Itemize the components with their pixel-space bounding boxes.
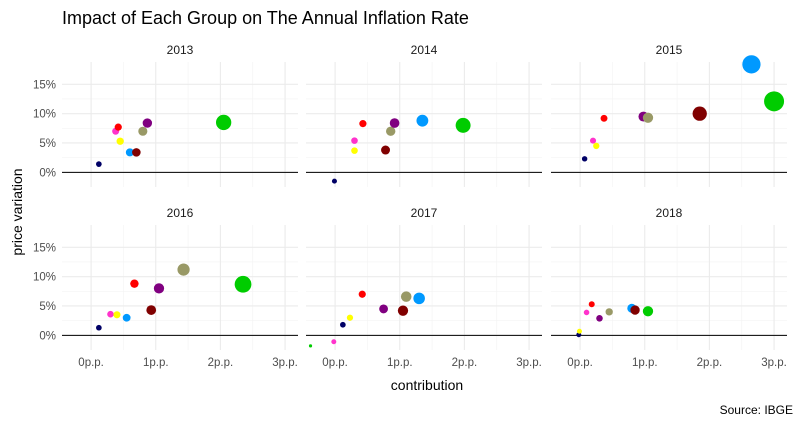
y-tick-label: 5% bbox=[39, 301, 56, 313]
data-point bbox=[386, 126, 396, 136]
data-point bbox=[389, 118, 400, 128]
data-point bbox=[581, 156, 588, 162]
y-tick-label: 10% bbox=[33, 109, 56, 121]
data-point bbox=[397, 305, 409, 316]
data-point bbox=[588, 301, 595, 308]
x-tick-label: 0p.p. bbox=[322, 357, 348, 369]
facet-panel-2018: 2018 0p.p. 1p.p. 2p.p. 3p.p. bbox=[551, 206, 787, 369]
data-point bbox=[600, 114, 608, 122]
data-point bbox=[351, 137, 358, 144]
y-tick-label: 10% bbox=[33, 272, 56, 284]
data-point bbox=[359, 120, 367, 128]
x-tick-label: 2p.p. bbox=[452, 357, 478, 369]
data-point bbox=[381, 145, 391, 155]
x-tick-label: 3p.p. bbox=[516, 357, 542, 369]
data-point bbox=[96, 161, 102, 167]
data-point bbox=[340, 321, 346, 328]
data-point bbox=[130, 279, 139, 288]
data-point bbox=[146, 305, 157, 315]
y-tick-label: 5% bbox=[39, 138, 56, 150]
y-axis-title: price variation bbox=[9, 168, 25, 255]
facet-panel-2015: 2015 bbox=[551, 43, 787, 187]
facet-panel-2016: 2016 0% 5% 10% 15% 0p.p. 1p.p. 2p.p. 3p.p. bbox=[33, 206, 298, 369]
x-tick-label: 1p.p. bbox=[387, 357, 413, 369]
facet-panel-2017: 2017 0p.p. 1p.p. 2p.p. 3p.p. bbox=[306, 206, 542, 369]
data-point bbox=[642, 306, 654, 317]
data-point bbox=[593, 142, 600, 150]
facet-label: 2013 bbox=[167, 43, 194, 57]
data-point bbox=[630, 305, 640, 315]
facet-panels: 2013 0% 5% 10% 15% 2014 2015 2016 0% 5% 10% 15% 0p.p… bbox=[33, 43, 787, 369]
y-tick-label: 0% bbox=[39, 330, 56, 342]
facet-panel-2013: 2013 0% 5% 10% 15% bbox=[33, 43, 298, 187]
data-point bbox=[116, 137, 124, 145]
data-point bbox=[455, 117, 471, 133]
x-tick-label: 3p.p. bbox=[272, 357, 298, 369]
data-point bbox=[596, 315, 603, 322]
facet-label: 2017 bbox=[411, 206, 438, 220]
data-point bbox=[308, 344, 313, 348]
data-point bbox=[113, 311, 121, 319]
x-tick-label: 1p.p. bbox=[632, 357, 658, 369]
chart-title: Impact of Each Group on The Annual Infla… bbox=[62, 8, 469, 28]
x-tick-label: 0p.p. bbox=[78, 357, 104, 369]
data-point bbox=[605, 308, 613, 316]
caption: Source: IBGE bbox=[720, 403, 793, 417]
data-point bbox=[416, 114, 429, 127]
y-tick-label: 15% bbox=[33, 79, 56, 91]
data-point bbox=[177, 263, 190, 276]
data-point bbox=[234, 275, 252, 293]
data-point bbox=[346, 314, 354, 321]
data-point bbox=[96, 324, 102, 331]
x-tick-label: 2p.p. bbox=[697, 357, 723, 369]
x-tick-label: 0p.p. bbox=[567, 357, 593, 369]
data-point bbox=[583, 309, 590, 316]
facet-label: 2014 bbox=[411, 43, 438, 57]
facet-panel-2014: 2014 bbox=[306, 43, 542, 187]
data-point bbox=[125, 148, 134, 157]
data-point bbox=[764, 91, 785, 112]
data-point bbox=[358, 290, 366, 298]
data-point bbox=[742, 55, 761, 74]
data-point bbox=[107, 310, 114, 318]
facet-label: 2018 bbox=[656, 206, 683, 220]
x-tick-label: 1p.p. bbox=[143, 357, 169, 369]
data-point bbox=[331, 178, 337, 184]
data-point bbox=[589, 137, 597, 144]
data-point bbox=[576, 328, 582, 334]
x-tick-label: 3p.p. bbox=[761, 357, 787, 369]
y-tick-label: 0% bbox=[39, 167, 56, 179]
data-point bbox=[122, 313, 131, 322]
data-point bbox=[138, 126, 148, 136]
data-point bbox=[379, 304, 388, 314]
data-point bbox=[114, 123, 122, 131]
data-point bbox=[331, 339, 337, 345]
facet-label: 2015 bbox=[656, 43, 683, 57]
data-point bbox=[692, 106, 707, 121]
data-point bbox=[642, 112, 654, 123]
data-point bbox=[132, 148, 141, 157]
x-axis-title: contribution bbox=[391, 377, 463, 393]
data-point bbox=[351, 147, 358, 154]
facet-label: 2016 bbox=[167, 206, 194, 220]
data-point bbox=[142, 118, 153, 128]
data-point bbox=[216, 114, 232, 131]
data-point bbox=[400, 291, 412, 302]
data-point bbox=[153, 283, 165, 294]
x-tick-label: 2p.p. bbox=[208, 357, 234, 369]
data-point bbox=[413, 292, 425, 305]
y-tick-label: 15% bbox=[33, 242, 56, 254]
